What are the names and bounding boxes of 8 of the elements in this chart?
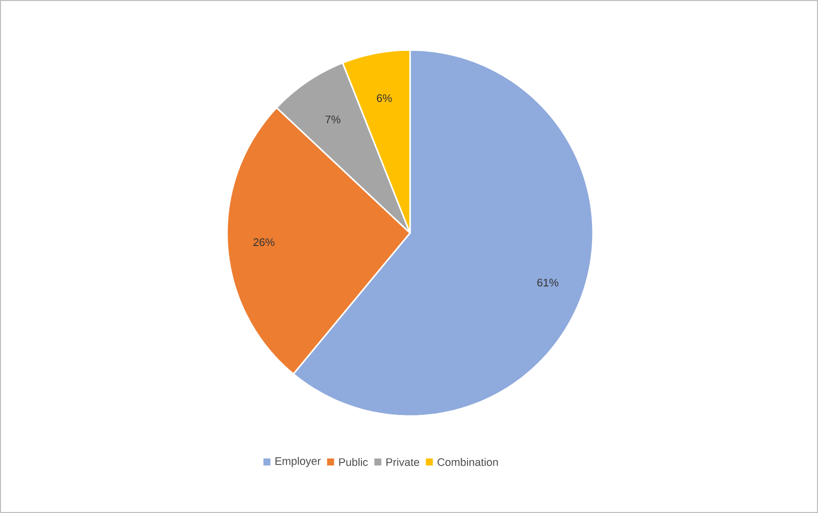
data-label: 26% — [253, 238, 274, 246]
legend-label: Combination — [438, 458, 498, 466]
legend-label: Employer — [276, 456, 321, 468]
legend-label: Public — [339, 458, 368, 466]
legend-label: Private — [386, 458, 420, 466]
data-label: 6% — [376, 94, 392, 102]
data-label: 61% — [537, 278, 558, 286]
data-label: 7% — [326, 116, 340, 124]
